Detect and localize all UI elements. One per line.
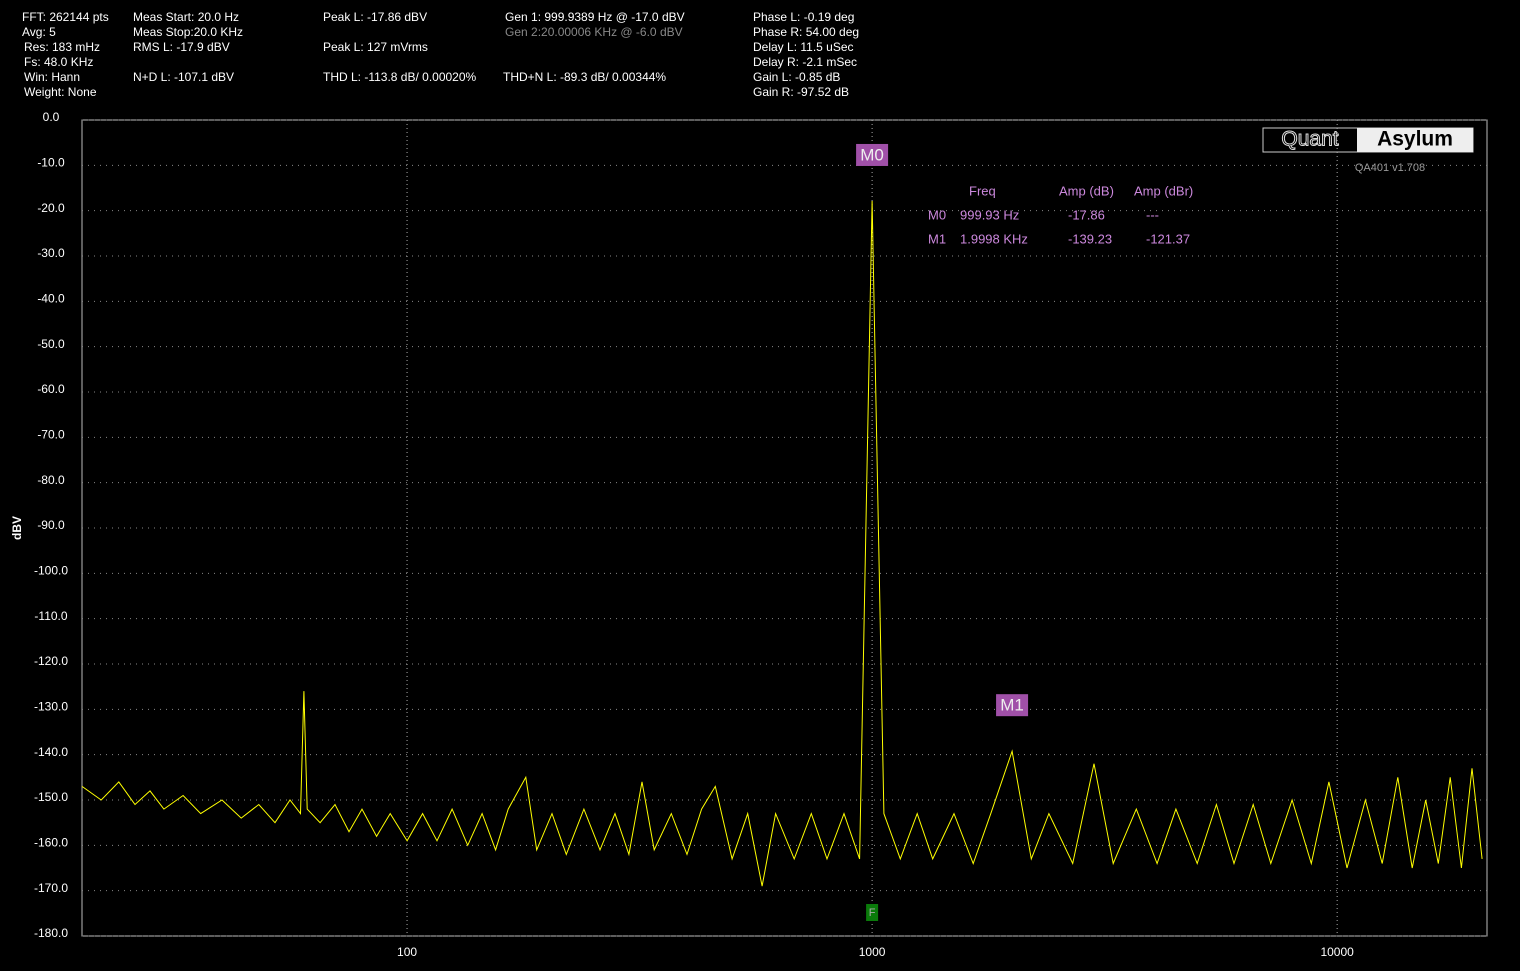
table-header: Amp (dB) xyxy=(1059,183,1114,198)
header-text: Delay L: 11.5 uSec xyxy=(753,40,854,54)
y-tick-label: -50.0 xyxy=(37,337,65,351)
header-text: Res: 183 mHz xyxy=(24,40,100,54)
y-tick-label: -150.0 xyxy=(34,790,68,804)
table-cell: -139.23 xyxy=(1068,231,1112,246)
header-text: Gain R: -97.52 dB xyxy=(753,85,849,99)
y-tick-label: -10.0 xyxy=(37,156,65,170)
header-text: Weight: None xyxy=(24,85,97,99)
version: QA401 v1.708 xyxy=(1355,162,1425,174)
x-tick-label: 1000 xyxy=(859,945,886,959)
marker-box xyxy=(996,694,1029,717)
y-tick-label: -170.0 xyxy=(34,881,68,895)
y-tick-label: -90.0 xyxy=(37,518,65,532)
table-cell: -17.86 xyxy=(1068,207,1105,222)
header-text: Peak L: 127 mVrms xyxy=(323,40,428,54)
header-text: Gen 2:20.00006 KHz @ -6.0 dBV xyxy=(505,25,683,39)
table-cell: M1 xyxy=(928,231,946,246)
y-tick-label: -80.0 xyxy=(37,473,65,487)
header-text: Phase R: 54.00 deg xyxy=(753,25,859,39)
y-tick-label: -110.0 xyxy=(34,609,67,623)
y-tick-label: -70.0 xyxy=(37,428,65,442)
y-tick-label: -130.0 xyxy=(34,700,68,714)
header-text: Gain L: -0.85 dB xyxy=(753,70,840,84)
header-text: Meas Stop:20.0 KHz xyxy=(133,25,243,39)
header-text: THD+N L: -89.3 dB/ 0.00344% xyxy=(503,70,666,84)
x-tick-label: 100 xyxy=(397,945,417,959)
header-text: Phase L: -0.19 deg xyxy=(753,10,854,24)
table-cell: M0 xyxy=(928,207,946,222)
y-tick-label: -20.0 xyxy=(37,201,65,215)
y-tick-label: -160.0 xyxy=(34,836,68,850)
header-text: Gen 1: 999.9389 Hz @ -17.0 dBV xyxy=(505,10,685,24)
y-tick-label: -30.0 xyxy=(37,246,65,260)
x-tick-label: 10000 xyxy=(1320,945,1354,959)
header-text: Win: Hann xyxy=(24,70,80,84)
table-header: Freq xyxy=(969,183,996,198)
y-tick-label: -180.0 xyxy=(34,926,68,940)
marker-box xyxy=(856,143,889,166)
header-text: Meas Start: 20.0 Hz xyxy=(133,10,239,24)
header-text: RMS L: -17.9 dBV xyxy=(133,40,230,54)
table-cell: -121.37 xyxy=(1146,231,1190,246)
header-text: FFT: 262144 pts xyxy=(22,10,109,24)
marker-label: M1 xyxy=(1000,696,1024,715)
table-cell: 1.9998 KHz xyxy=(960,231,1028,246)
header-text: Avg: 5 xyxy=(22,25,56,39)
y-tick-label: -120.0 xyxy=(34,654,68,668)
header-text: Peak L: -17.86 dBV xyxy=(323,10,427,24)
y-tick-label: -100.0 xyxy=(34,564,68,578)
y-tick-label: -140.0 xyxy=(34,745,68,759)
table-cell: --- xyxy=(1146,207,1159,222)
spectrum-line xyxy=(81,200,1483,887)
y-tick-label: -60.0 xyxy=(37,382,65,396)
logo-left: Quant xyxy=(1281,128,1338,151)
flag-box xyxy=(866,904,879,921)
header-text: Fs: 48.0 KHz xyxy=(24,55,93,69)
flag-label: F xyxy=(869,907,876,919)
logo-box xyxy=(1357,128,1473,152)
y-tick-label: 0.0 xyxy=(43,110,60,124)
marker-label: M0 xyxy=(860,145,884,164)
y-axis-label: dBV xyxy=(10,516,24,540)
header-text: N+D L: -107.1 dBV xyxy=(133,70,234,84)
table-header: Amp (dBr) xyxy=(1134,183,1193,198)
header-text: THD L: -113.8 dB/ 0.00020% xyxy=(323,70,477,84)
table-cell: 999.93 Hz xyxy=(960,207,1019,222)
logo-right: Asylum xyxy=(1377,128,1453,151)
y-tick-label: -40.0 xyxy=(37,292,65,306)
header-text: Delay R: -2.1 mSec xyxy=(753,55,857,69)
